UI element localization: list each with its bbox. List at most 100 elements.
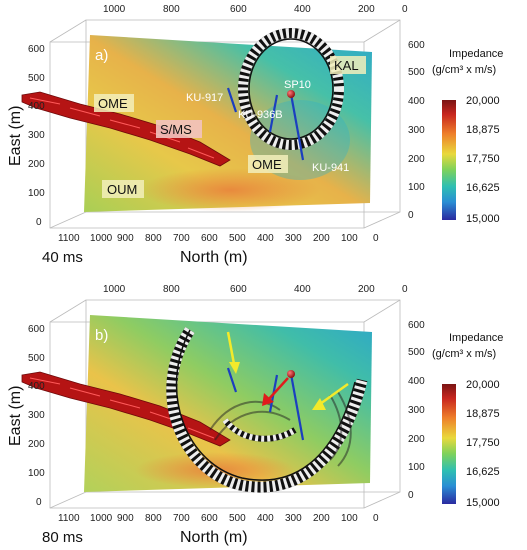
svg-text:200: 200 xyxy=(408,434,425,445)
svg-text:1000: 1000 xyxy=(90,513,113,524)
source-sp10 xyxy=(287,90,295,98)
svg-text:700: 700 xyxy=(173,513,190,524)
svg-text:500: 500 xyxy=(408,347,425,358)
yellow-arrow-right xyxy=(312,382,349,410)
svg-text:0: 0 xyxy=(408,490,414,501)
ore-texture xyxy=(29,97,215,159)
svg-text:700: 700 xyxy=(173,233,190,244)
well-ku-917 xyxy=(226,87,238,113)
panel-b-id: b) xyxy=(95,327,108,344)
svg-text:400: 400 xyxy=(28,101,45,112)
svg-text:100: 100 xyxy=(408,462,425,473)
high-impedance-zone xyxy=(140,168,320,212)
svg-text:400: 400 xyxy=(257,233,274,244)
svg-text:1100: 1100 xyxy=(58,513,80,524)
wavefront-scattered xyxy=(209,391,352,467)
svg-text:800: 800 xyxy=(163,284,180,295)
svg-text:200: 200 xyxy=(408,154,425,165)
svg-text:17,750: 17,750 xyxy=(466,437,500,449)
svg-text:OME: OME xyxy=(252,157,282,172)
svg-text:0: 0 xyxy=(373,513,379,524)
svg-text:200: 200 xyxy=(28,159,45,170)
svg-text:20,000: 20,000 xyxy=(466,379,500,391)
time-label-b: 80 ms xyxy=(42,529,83,546)
svg-text:0: 0 xyxy=(36,497,42,508)
svg-text:600: 600 xyxy=(230,4,247,15)
panel-a-id: a) xyxy=(95,47,108,64)
ore-body xyxy=(21,91,231,167)
svg-text:300: 300 xyxy=(28,410,45,421)
boreholes xyxy=(226,87,305,161)
svg-text:400: 400 xyxy=(257,513,274,524)
svg-text:500: 500 xyxy=(229,513,246,524)
label-ku-941: KU-941 xyxy=(312,162,349,174)
top-ticks-a: 1000 800 600 400 200 0 xyxy=(103,4,408,15)
colorbar-b: Impedance (g/cm³ x m/s) 20,000 18,875 17… xyxy=(432,332,503,509)
colorbar-title: Impedance xyxy=(449,332,503,344)
label-kal: KAL xyxy=(330,56,366,74)
yellow-arrow-upper xyxy=(226,331,240,374)
label-ku-917: KU-917 xyxy=(186,92,223,104)
svg-text:600: 600 xyxy=(408,40,425,51)
well-ku-941 xyxy=(289,93,305,161)
svg-text:1000: 1000 xyxy=(103,284,126,295)
svg-text:16,625: 16,625 xyxy=(466,182,500,194)
colorbar-gradient xyxy=(442,100,456,220)
colorbar-gradient xyxy=(442,384,456,504)
wavefront-scattered-ring-light xyxy=(222,418,297,442)
svg-text:400: 400 xyxy=(294,284,311,295)
bottom-ticks-b: 1100 1000 900 800 700 600 500 400 300 20… xyxy=(58,513,379,524)
svg-text:900: 900 xyxy=(117,513,134,524)
right-ticks-a: 600 500 400 300 200 100 0 xyxy=(408,40,425,221)
svg-text:600: 600 xyxy=(230,284,247,295)
svg-text:100: 100 xyxy=(28,468,45,479)
svg-text:500: 500 xyxy=(28,73,45,84)
svg-text:500: 500 xyxy=(408,67,425,78)
svg-text:200: 200 xyxy=(313,233,330,244)
svg-text:500: 500 xyxy=(28,353,45,364)
svg-text:100: 100 xyxy=(341,233,358,244)
colorbar-units: (g/cm³ x m/s) xyxy=(432,348,496,360)
svg-text:15,000: 15,000 xyxy=(466,213,500,225)
svg-text:200: 200 xyxy=(358,284,375,295)
svg-text:18,875: 18,875 xyxy=(466,408,500,420)
east-axis-label-b: East (m) xyxy=(7,386,24,446)
svg-text:1100: 1100 xyxy=(58,233,80,244)
svg-text:100: 100 xyxy=(408,182,425,193)
svg-text:1000: 1000 xyxy=(90,233,113,244)
north-axis-label-b: North (m) xyxy=(180,529,248,546)
svg-text:0: 0 xyxy=(402,284,408,295)
svg-text:400: 400 xyxy=(408,96,425,107)
time-label-a: 40 ms xyxy=(42,249,83,266)
svg-text:300: 300 xyxy=(408,125,425,136)
label-ome-upper: OME xyxy=(94,94,134,112)
svg-text:200: 200 xyxy=(313,513,330,524)
colorbar-units: (g/cm³ x m/s) xyxy=(432,64,496,76)
svg-text:1000: 1000 xyxy=(103,4,126,15)
svg-text:400: 400 xyxy=(294,4,311,15)
svg-text:S/MS: S/MS xyxy=(160,122,192,137)
svg-text:OME: OME xyxy=(98,96,128,111)
impedance-slab xyxy=(84,315,372,492)
svg-text:500: 500 xyxy=(229,233,246,244)
svg-text:20,000: 20,000 xyxy=(466,95,500,107)
svg-text:0: 0 xyxy=(36,217,42,228)
svg-text:300: 300 xyxy=(285,513,302,524)
well-ku-936b xyxy=(268,94,279,133)
svg-text:600: 600 xyxy=(408,320,425,331)
svg-text:0: 0 xyxy=(408,210,414,221)
svg-text:KAL: KAL xyxy=(334,58,359,73)
svg-text:300: 300 xyxy=(285,233,302,244)
top-ticks-b: 1000 800 600 400 200 0 xyxy=(103,284,408,295)
left-ticks-a: 600 500 400 300 200 100 0 xyxy=(28,44,45,228)
left-ticks-b: 600 500 400 300 200 100 0 xyxy=(28,324,45,508)
svg-text:18,875: 18,875 xyxy=(466,124,500,136)
svg-text:15,000: 15,000 xyxy=(466,497,500,509)
ore-texture xyxy=(29,377,215,439)
svg-text:300: 300 xyxy=(28,130,45,141)
svg-text:400: 400 xyxy=(408,376,425,387)
label-oum: OUM xyxy=(102,180,144,198)
bounding-box-frame xyxy=(49,299,401,509)
colorbar-title: Impedance xyxy=(449,48,503,60)
